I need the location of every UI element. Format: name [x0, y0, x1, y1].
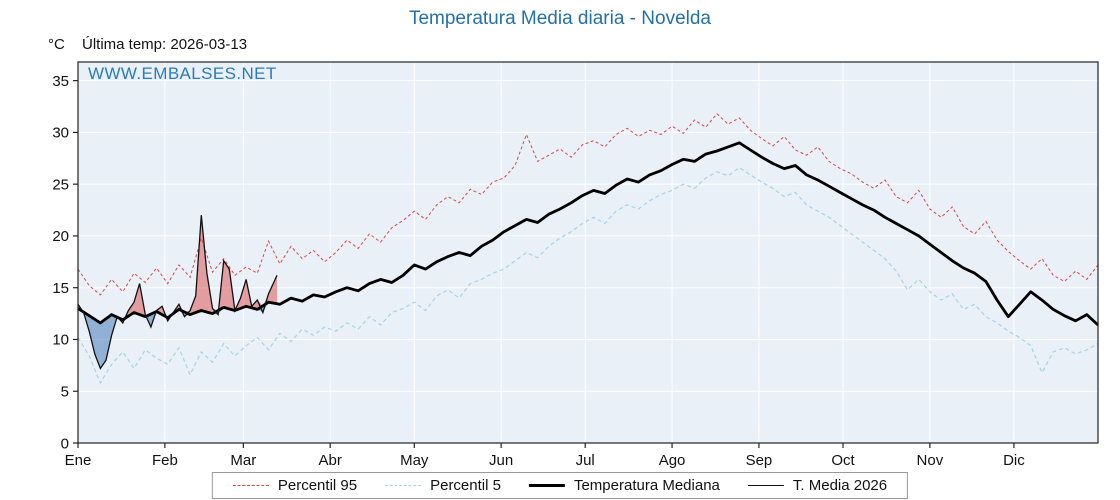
- series-t-media-2026: [77, 215, 278, 370]
- x-tick-label: May: [400, 452, 429, 469]
- legend-item-percentil-95: Percentil 95: [232, 477, 358, 494]
- x-tick-label: Jun: [489, 452, 513, 469]
- x-tick-label: Dic: [1003, 452, 1025, 469]
- x-tick-label: Sep: [746, 452, 773, 469]
- watermark: WWW.EMBALSES.NET: [88, 64, 277, 83]
- legend-item-t-media-2026: T. Media 2026: [747, 477, 888, 494]
- x-tick-label: Jul: [576, 452, 595, 469]
- fill-above-median: [78, 215, 277, 323]
- plot-border: [77, 61, 1099, 444]
- legend-item-temperatura-mediana: Temperatura Mediana: [528, 477, 720, 494]
- x-tick-label: Ago: [659, 452, 686, 469]
- x-tick-label: Abr: [319, 452, 342, 469]
- legend-item-percentil-5: Percentil 5: [385, 477, 501, 494]
- percentil-95-line-swatch: [232, 485, 269, 486]
- last-temp-label: Última temp: 2026-03-13: [82, 36, 248, 53]
- y-tick-label: 25: [52, 176, 69, 193]
- x-tick-label: Mar: [230, 452, 256, 469]
- x-tick-label: Nov: [917, 452, 944, 469]
- legend-label: Percentil 95: [277, 477, 358, 494]
- series-percentil-5: [77, 166, 1099, 385]
- y-tick-label: 5: [61, 383, 69, 400]
- chart-legend: Percentil 95 Percentil 5 Temperatura Med…: [211, 472, 909, 499]
- t-media-2026-line-swatch: [747, 485, 784, 486]
- temperatura-mediana-line-swatch: [528, 484, 565, 487]
- legend-label: T. Media 2026: [792, 477, 888, 494]
- y-tick-label: 0: [61, 435, 69, 452]
- y-axis-unit-label: °C: [48, 36, 65, 53]
- y-tick-label: 35: [52, 73, 69, 90]
- x-tick-label: Feb: [152, 452, 178, 469]
- x-tick-label: Oct: [831, 452, 855, 469]
- series-percentil-95: [77, 113, 1099, 296]
- plot-area: [78, 62, 1098, 443]
- legend-label: Temperatura Mediana: [573, 477, 720, 494]
- percentil-5-line-swatch: [385, 485, 422, 486]
- x-tick-label: Ene: [65, 452, 92, 469]
- series-temperatura-mediana: [77, 141, 1099, 327]
- y-tick-label: 15: [52, 280, 69, 297]
- y-tick-label: 20: [52, 228, 69, 245]
- y-tick-label: 10: [52, 332, 69, 349]
- page-title: Temperatura Media diaria - Novelda: [408, 8, 712, 29]
- legend-label: Percentil 5: [430, 477, 501, 494]
- y-tick-label: 30: [52, 125, 69, 142]
